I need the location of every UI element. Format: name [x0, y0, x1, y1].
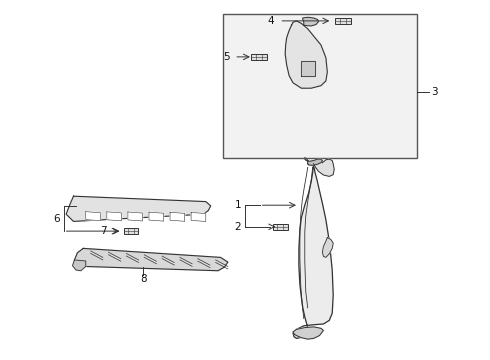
Polygon shape	[301, 61, 315, 76]
Polygon shape	[322, 238, 333, 257]
Polygon shape	[303, 17, 318, 26]
Text: 7: 7	[100, 226, 107, 236]
Text: 4: 4	[268, 16, 274, 26]
Text: 1: 1	[234, 200, 241, 210]
Polygon shape	[66, 196, 211, 221]
Text: 3: 3	[431, 87, 438, 97]
Polygon shape	[285, 21, 327, 88]
Polygon shape	[170, 212, 185, 221]
Text: 8: 8	[140, 274, 147, 284]
Polygon shape	[305, 158, 322, 165]
Polygon shape	[86, 212, 100, 221]
Polygon shape	[191, 212, 206, 221]
Text: 2: 2	[234, 222, 241, 232]
Bar	[251, 54, 267, 60]
Polygon shape	[149, 212, 164, 221]
Bar	[124, 228, 138, 234]
Text: 6: 6	[53, 213, 60, 224]
Bar	[335, 18, 351, 24]
Text: 5: 5	[223, 52, 230, 62]
Polygon shape	[293, 327, 323, 339]
Polygon shape	[314, 159, 334, 176]
Polygon shape	[128, 212, 143, 221]
Polygon shape	[107, 212, 122, 221]
Polygon shape	[74, 248, 228, 271]
Polygon shape	[293, 164, 333, 338]
Bar	[273, 224, 288, 230]
Bar	[223, 14, 416, 158]
Polygon shape	[73, 260, 86, 271]
